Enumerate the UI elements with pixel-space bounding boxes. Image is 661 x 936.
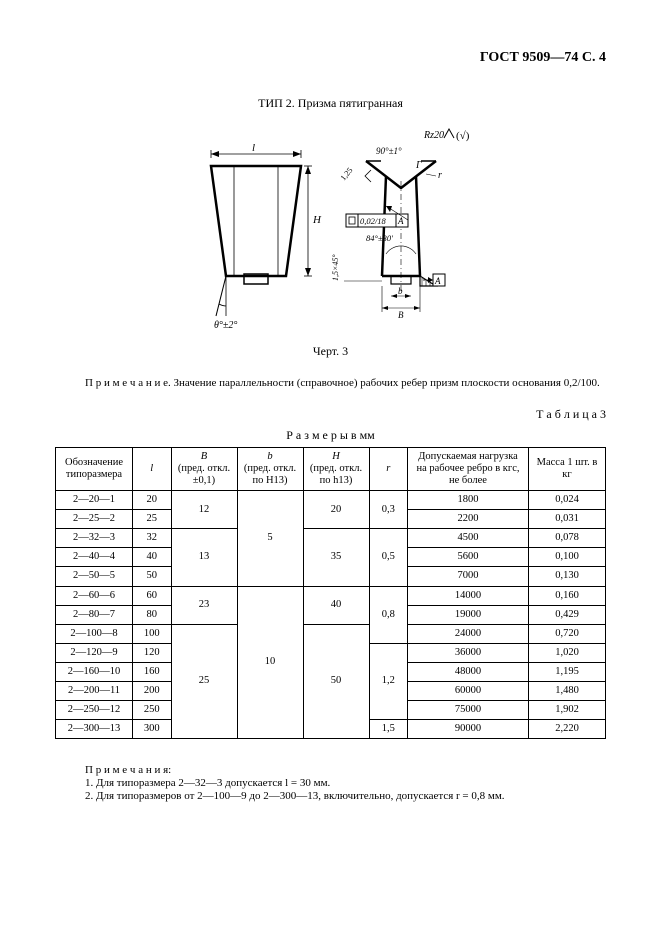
table-number: Т а б л и ц а 3 <box>55 407 606 422</box>
footnote-1: 1. Для типоразмера 2—32—3 допускается l … <box>85 777 606 789</box>
th-designation: Обозначение типоразмера <box>56 448 133 491</box>
table-caption: Р а з м е р ы в мм <box>55 428 606 443</box>
dimensions-table: Обозначение типоразмера l B(пред. откл. … <box>55 447 606 739</box>
svg-text:B: B <box>398 310 404 320</box>
th-mass: Масса 1 шт. в кг <box>529 448 606 491</box>
table-header-row: Обозначение типоразмера l B(пред. откл. … <box>56 448 606 491</box>
table-body: 2—20—1 20 12 5 20 0,3 1800 0,024 2—25—2 … <box>56 491 606 739</box>
table-row: 2—100—8 100 25 50 24000 0,720 <box>56 624 606 643</box>
table-row: 2—32—3 32 13 35 0,5 4500 0,078 <box>56 529 606 548</box>
th-H: H(пред. откл. по h13) <box>303 448 369 491</box>
svg-text:θ°±2°: θ°±2° <box>214 320 237 331</box>
tech-diagram: l H θ°±2° Rz20 (√) 90°±1° <box>186 126 476 336</box>
th-r: r <box>369 448 408 491</box>
th-load: Допускаемая нагрузка на рабочее ребро в … <box>408 448 529 491</box>
footnote-2: 2. Для типоразмеров от 2—100—9 до 2—300—… <box>85 790 606 802</box>
svg-text:1,5×45°: 1,5×45° <box>331 254 340 281</box>
table-row: 2—60—6 60 23 10 40 0,8 14000 0,160 <box>56 586 606 605</box>
svg-text:84°±30': 84°±30' <box>366 233 393 243</box>
th-l: l <box>133 448 172 491</box>
note-leadin: П р и м е ч а н и е. <box>85 377 174 389</box>
svg-text:1,25: 1,25 <box>338 166 354 183</box>
svg-text:Γ: Γ <box>415 160 422 171</box>
svg-text:A: A <box>397 216 404 226</box>
type-subtitle: ТИП 2. Призма пятигранная <box>55 96 606 111</box>
note-body: Значение параллельности (справочное) раб… <box>174 377 600 389</box>
page-header: ГОСТ 9509—74 С. 4 <box>55 50 606 66</box>
svg-text:b: b <box>398 286 403 296</box>
table-row: 2—20—1 20 12 5 20 0,3 1800 0,024 <box>56 491 606 510</box>
svg-text:r: r <box>438 170 442 181</box>
footnotes: П р и м е ч а н и я: 1. Для типоразмера … <box>55 764 606 802</box>
svg-text:H: H <box>312 214 322 226</box>
svg-text:A: A <box>434 276 441 286</box>
svg-text:0,02/18: 0,02/18 <box>360 216 386 226</box>
diagram-container: l H θ°±2° Rz20 (√) 90°±1° <box>55 126 606 336</box>
figure-caption: Черт. 3 <box>55 344 606 359</box>
th-B: B(пред. откл. ±0,1) <box>171 448 237 491</box>
th-b: b(пред. откл. по H13) <box>237 448 303 491</box>
svg-text:90°±1°: 90°±1° <box>376 146 402 156</box>
note-paragraph: П р и м е ч а н и е. Значение параллельн… <box>55 377 606 389</box>
footnotes-leadin: П р и м е ч а н и я: <box>85 764 606 776</box>
svg-text:l: l <box>252 142 255 154</box>
svg-text:Rz20: Rz20 <box>423 130 444 141</box>
svg-text:(√): (√) <box>456 130 470 142</box>
